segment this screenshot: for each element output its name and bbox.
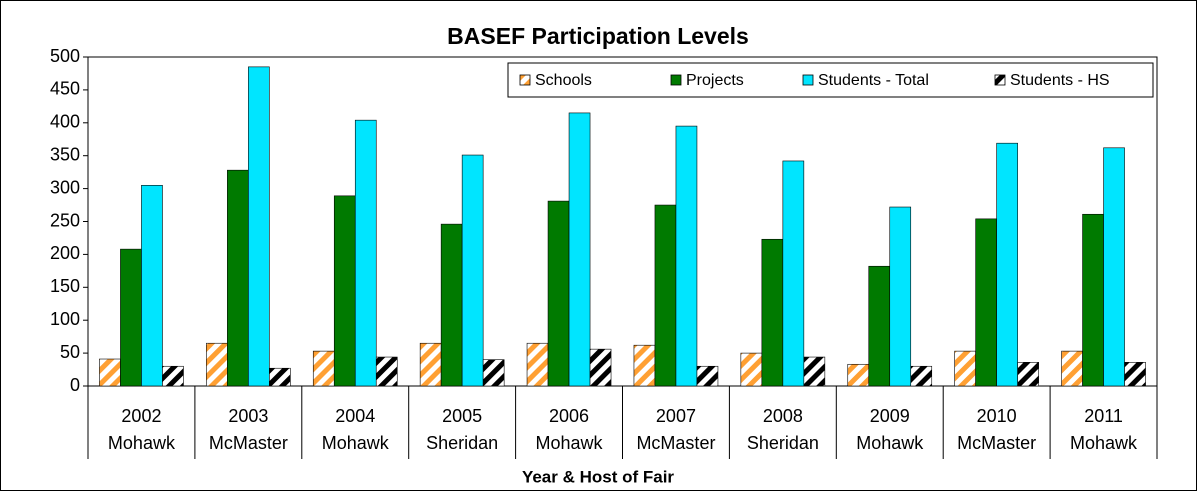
bar [633,344,656,387]
y-tick-label: 0 [70,375,80,395]
x-tick-label: 2011 [1084,406,1123,426]
x-tick-label: Mohawk [536,433,604,453]
y-tick-label: 350 [50,144,80,164]
bar [141,185,163,387]
legend-label: Schools [535,72,592,89]
bar [227,169,249,387]
x-tick-label: Mohawk [322,433,390,453]
bar [740,352,763,387]
bar [675,125,698,387]
x-tick-label: McMaster [209,433,288,453]
bar [1103,147,1125,387]
x-tick-label: 2006 [549,406,589,426]
bar [461,154,484,387]
bar [910,365,933,387]
bar [440,223,463,387]
bar [589,348,612,387]
y-tick-label: 300 [50,177,80,197]
legend-swatch [519,74,531,86]
bar [568,112,591,387]
x-tick-label: Mohawk [856,433,924,453]
x-tick-label: Mohawk [108,433,176,453]
x-tick-label: Mohawk [1070,433,1138,453]
x-tick-label: 2003 [228,406,268,426]
y-tick-label: 250 [50,210,80,230]
bar [654,204,677,387]
y-tick-label: 500 [50,46,80,66]
y-tick-label: 400 [50,112,80,132]
bar [120,248,142,387]
x-axis-title: Year & Host of Fair [522,467,674,486]
y-tick-label: 100 [50,309,80,329]
legend-label: Students - Total [818,72,929,89]
x-tick-label: Sheridan [747,433,819,453]
bar [375,356,398,387]
bar [761,238,784,387]
x-tick-label: 2004 [335,406,375,426]
bar [354,119,377,387]
y-tick-label: 50 [60,342,80,362]
bar [996,142,1018,387]
bar [954,350,976,387]
bar [696,365,719,387]
x-tick-label: McMaster [636,433,715,453]
x-tick-label: 2007 [656,406,696,426]
bar [1017,362,1039,387]
bar [547,200,570,387]
bar [803,356,826,387]
x-tick-label: 2005 [442,406,482,426]
y-tick-label: 450 [50,79,80,99]
legend-label: Students - HS [1010,72,1110,89]
x-tick-label: 2008 [763,406,803,426]
bar [248,66,270,387]
bar [99,358,121,387]
bar [269,367,291,387]
bar [333,195,356,387]
x-tick-label: 2002 [121,406,161,426]
bar [482,359,505,387]
legend-swatch [670,74,682,86]
bar [1082,213,1104,387]
legend-label: Projects [686,72,744,89]
x-tick-label: Sheridan [426,433,498,453]
y-tick-label: 150 [50,276,80,296]
bar [782,160,805,387]
x-tick-label: McMaster [957,433,1036,453]
chart-title: BASEF Participation Levels [447,23,749,49]
bar [868,265,891,387]
bar [419,342,442,387]
legend-swatch [994,74,1006,86]
bar [1061,350,1083,387]
bar [206,342,228,387]
y-tick-label: 200 [50,243,80,263]
bar [1124,362,1146,387]
bar [975,218,997,387]
bar [162,365,184,387]
x-tick-label: 2009 [870,406,910,426]
bar [889,206,912,387]
bar [847,363,870,387]
bar [312,350,335,387]
legend-swatch [802,74,814,86]
bar [526,342,549,387]
x-tick-label: 2010 [977,406,1017,426]
legend-box [507,62,1154,98]
